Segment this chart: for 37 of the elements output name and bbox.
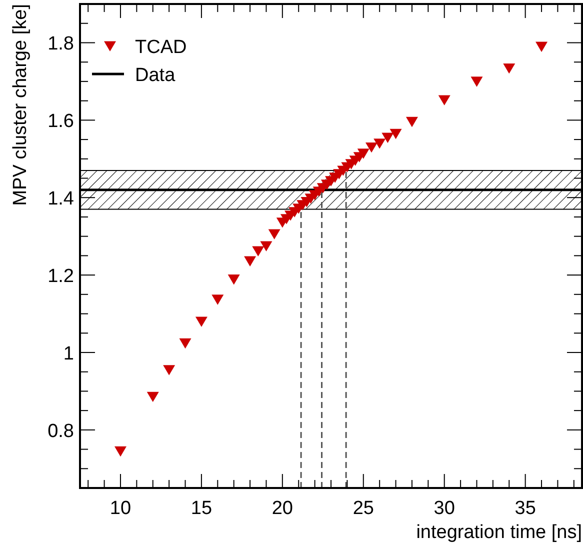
point <box>252 246 264 256</box>
point <box>195 316 208 327</box>
x-tick-label: 10 <box>110 498 132 519</box>
point <box>382 132 394 143</box>
point <box>390 128 402 140</box>
point <box>503 63 516 74</box>
x-axis-title: integration time [ns] <box>416 522 582 543</box>
point <box>268 229 280 240</box>
point <box>212 294 224 305</box>
point <box>244 256 256 266</box>
point <box>406 116 418 128</box>
y-tick-label: 0.8 <box>48 420 74 442</box>
legend-label: TCAD <box>135 37 187 58</box>
y-tick-label: 1.6 <box>48 111 74 132</box>
point <box>146 392 159 402</box>
legend-label: Data <box>135 65 176 86</box>
y-tick-label: 1.2 <box>48 266 74 288</box>
point <box>536 42 548 52</box>
point <box>114 446 126 457</box>
point <box>357 148 370 159</box>
x-tick-label: 25 <box>352 498 374 519</box>
x-tick-label: 20 <box>272 498 293 519</box>
y-tick-label: 1 <box>63 343 74 364</box>
point <box>438 95 450 106</box>
x-tick-label: 30 <box>434 498 455 519</box>
point <box>163 365 176 376</box>
point <box>365 142 378 153</box>
y-tick-label: 1.8 <box>48 34 74 55</box>
point <box>470 76 483 87</box>
x-tick-label: 15 <box>190 498 212 519</box>
point <box>228 274 240 285</box>
point <box>374 138 386 149</box>
x-tick-label: 35 <box>514 498 536 519</box>
point <box>179 338 192 349</box>
y-tick-label: 1.4 <box>48 188 74 210</box>
point <box>260 241 272 252</box>
y-axis-title: MPV cluster charge [ke] <box>10 4 31 206</box>
